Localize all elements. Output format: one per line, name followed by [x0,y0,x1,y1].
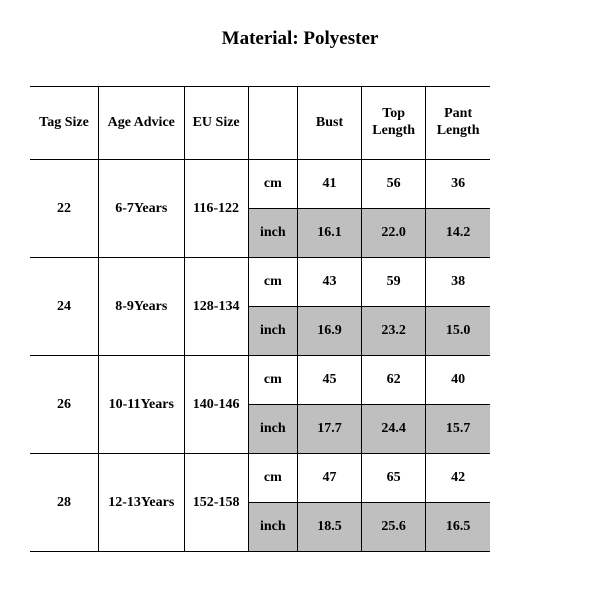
cell-unit-cm: cm [248,160,297,209]
col-unit [248,87,297,160]
page: Material: Polyester Tag Size Age Advice … [0,0,600,600]
cell-eu: 116-122 [184,160,248,258]
cell-pant: 16.5 [426,503,490,552]
cell-top: 62 [362,356,426,405]
cell-unit-cm: cm [248,258,297,307]
col-pant-length: Pant Length [426,87,490,160]
cell-pant: 40 [426,356,490,405]
cell-top: 65 [362,454,426,503]
cell-pant: 14.2 [426,209,490,258]
table-header-row: Tag Size Age Advice EU Size Bust Top Len… [30,87,490,160]
cell-eu: 140-146 [184,356,248,454]
cell-unit-inch: inch [248,307,297,356]
cell-bust: 45 [297,356,361,405]
table-row: 24 8-9Years 128-134 cm 43 59 38 [30,258,490,307]
table-row: 22 6-7Years 116-122 cm 41 56 36 [30,160,490,209]
cell-pant: 38 [426,258,490,307]
cell-pant: 42 [426,454,490,503]
col-eu-size: EU Size [184,87,248,160]
cell-bust: 43 [297,258,361,307]
size-table: Tag Size Age Advice EU Size Bust Top Len… [30,86,490,552]
cell-tag: 22 [30,160,98,258]
cell-pant: 15.7 [426,405,490,454]
cell-bust: 41 [297,160,361,209]
cell-bust: 16.9 [297,307,361,356]
cell-unit-cm: cm [248,454,297,503]
col-tag-size: Tag Size [30,87,98,160]
cell-bust: 47 [297,454,361,503]
cell-top: 22.0 [362,209,426,258]
col-top-length: Top Length [362,87,426,160]
cell-unit-inch: inch [248,209,297,258]
col-age-advice: Age Advice [98,87,184,160]
cell-tag: 24 [30,258,98,356]
cell-unit-cm: cm [248,356,297,405]
cell-eu: 152-158 [184,454,248,552]
cell-top: 23.2 [362,307,426,356]
cell-top: 59 [362,258,426,307]
cell-age: 6-7Years [98,160,184,258]
cell-age: 10-11Years [98,356,184,454]
cell-tag: 26 [30,356,98,454]
page-title: Material: Polyester [30,28,570,50]
cell-pant: 15.0 [426,307,490,356]
cell-top: 25.6 [362,503,426,552]
table-row: 26 10-11Years 140-146 cm 45 62 40 [30,356,490,405]
col-bust: Bust [297,87,361,160]
cell-pant: 36 [426,160,490,209]
cell-top: 24.4 [362,405,426,454]
cell-bust: 16.1 [297,209,361,258]
cell-eu: 128-134 [184,258,248,356]
cell-bust: 18.5 [297,503,361,552]
cell-bust: 17.7 [297,405,361,454]
cell-age: 8-9Years [98,258,184,356]
cell-age: 12-13Years [98,454,184,552]
cell-unit-inch: inch [248,405,297,454]
cell-top: 56 [362,160,426,209]
table-row: 28 12-13Years 152-158 cm 47 65 42 [30,454,490,503]
cell-unit-inch: inch [248,503,297,552]
cell-tag: 28 [30,454,98,552]
